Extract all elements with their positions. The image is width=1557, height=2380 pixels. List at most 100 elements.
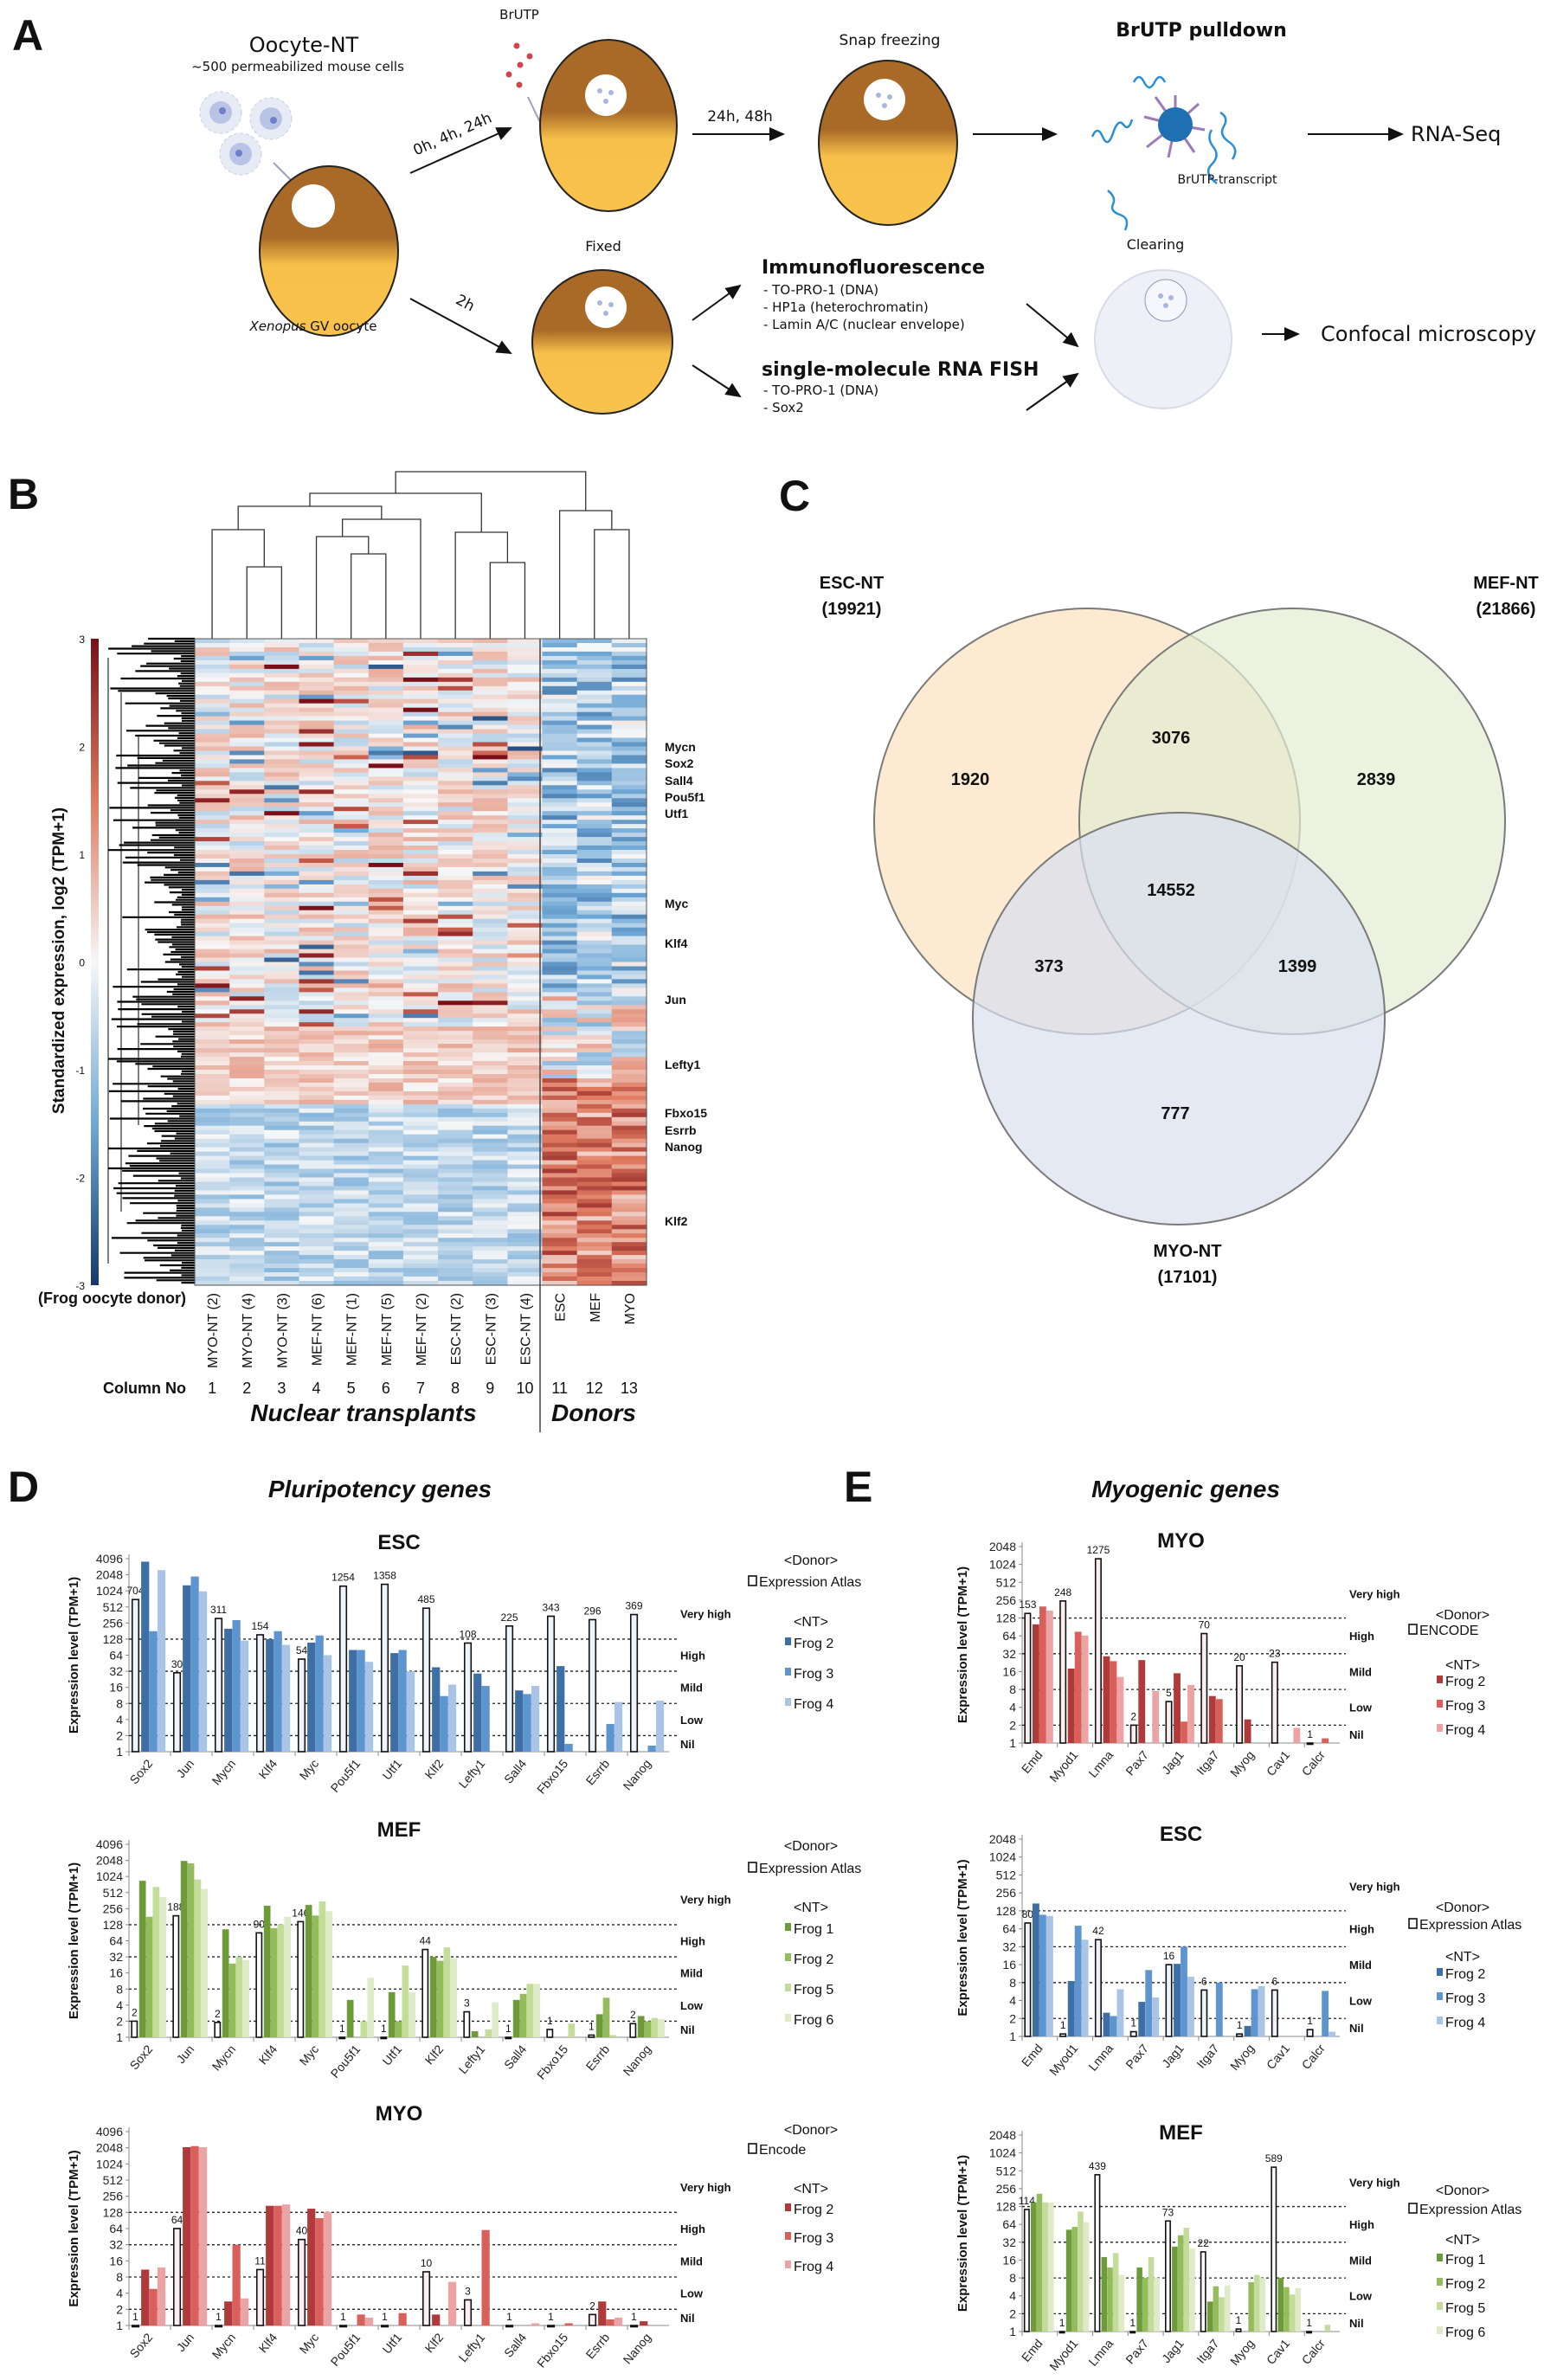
- heatmap-cell: [264, 962, 300, 968]
- heatmap-cell: [229, 979, 265, 984]
- heatmap-cell: [402, 698, 439, 704]
- nt-bar-frog-5: [402, 1965, 409, 2037]
- heatmap-cell: [507, 1177, 544, 1183]
- heatmap-cell: [576, 1168, 613, 1174]
- nt-bar-frog-1: [222, 1929, 229, 2037]
- nt-bar-frog-1: [1101, 2256, 1108, 2332]
- heatmap-cell: [264, 1264, 300, 1269]
- heatmap-cell: [542, 1048, 578, 1053]
- donor-bar: [1236, 2033, 1244, 2037]
- heatmap-cell: [576, 1242, 613, 1247]
- donor-data-label: 20: [1233, 1651, 1245, 1663]
- heatmap-cell: [507, 1022, 544, 1027]
- heatmap-cell: [542, 1181, 578, 1187]
- legend-series-name: Frog 1: [794, 1922, 833, 1937]
- heatmap-cell: [473, 1031, 508, 1036]
- heatmap-cell: [507, 724, 544, 730]
- heatmap-cell: [542, 643, 578, 648]
- heatmap-cell: [438, 643, 473, 648]
- heatmap-cell: [195, 1238, 230, 1243]
- heatmap-cell: [542, 1057, 578, 1062]
- heatmap-cell: [438, 1035, 473, 1040]
- heatmap-cell: [195, 866, 230, 872]
- heatmap-cell: [542, 983, 578, 988]
- oocyte-icon: [259, 165, 399, 337]
- heatmap-cell: [611, 672, 647, 679]
- donor-data-label: 369: [626, 1600, 643, 1612]
- heatmap-cell: [229, 1095, 265, 1101]
- heatmap-cell: [402, 1142, 439, 1148]
- y-tick-label: 4: [1009, 1701, 1016, 1714]
- nt-bar-frog-3: [481, 1686, 490, 1752]
- x-tick-label: Myod1: [1046, 2041, 1080, 2078]
- legend-swatch: [1437, 1968, 1443, 1976]
- heatmap-cell: [195, 729, 230, 735]
- heatmap-cell: [229, 918, 265, 924]
- heatmap-cell: [507, 1044, 544, 1049]
- heatmap-cell: [195, 672, 230, 679]
- heatmap-cell: [264, 1129, 300, 1135]
- legend-swatch: [1408, 1918, 1418, 1929]
- legend-donor-header: <Donor>: [784, 1839, 838, 1854]
- heatmap-cell: [299, 970, 335, 976]
- heatmap-cell: [507, 681, 544, 687]
- arrow-icon: [1026, 372, 1079, 411]
- heatmap-cell: [299, 1009, 335, 1014]
- heatmap-cell: [576, 1147, 613, 1153]
- heatmap-cell: [576, 846, 613, 851]
- heatmap-cell: [507, 1281, 544, 1286]
- heatmap-cell: [229, 879, 265, 885]
- venn-esc-total: (19921): [822, 600, 882, 619]
- heatmap-cell: [264, 1044, 300, 1049]
- y-tick-label: 128: [996, 1611, 1017, 1625]
- heatmap-cell: [299, 1044, 335, 1049]
- heatmap-cell: [402, 1186, 439, 1192]
- heatmap-cell: [299, 953, 335, 959]
- heatmap-cell: [402, 962, 439, 968]
- level-label: Very high: [1349, 1881, 1400, 1894]
- donor-data-label: 188: [167, 1901, 184, 1914]
- heatmap-cell: [299, 1155, 335, 1161]
- heatmap-cell: [333, 798, 370, 803]
- heatmap-cell: [576, 871, 613, 877]
- heatmap-cell: [402, 1259, 439, 1264]
- heatmap-cell: [507, 901, 544, 907]
- nt-bar-frog-3: [149, 2288, 158, 2325]
- heatmap-cell: [264, 746, 300, 752]
- heatmap-cell: [299, 742, 335, 748]
- heatmap-cell: [368, 659, 404, 666]
- heatmap-cell: [402, 720, 439, 726]
- heatmap-cell: [611, 698, 647, 704]
- heatmap-cell: [402, 987, 439, 993]
- heatmap-cell: [473, 750, 508, 756]
- heatmap-cell: [264, 854, 300, 859]
- heatmap-cell: [368, 949, 404, 955]
- heatmap-cell: [473, 685, 508, 691]
- heatmap-cell: [333, 1108, 370, 1114]
- donor-bar: [505, 1624, 514, 1753]
- heatmap-cell: [438, 655, 473, 661]
- heatmap-cell: [611, 737, 647, 743]
- heatmap-cell: [473, 875, 508, 881]
- heatmap-cell: [438, 949, 473, 955]
- x-tick-label: Utf1: [380, 1756, 405, 1782]
- heatmap-cell: [229, 1164, 265, 1170]
- heatmap-cell: [195, 733, 230, 739]
- heatmap-cell: [368, 1013, 404, 1019]
- heatmap-cell: [611, 681, 647, 687]
- heatmap-cell: [576, 1121, 613, 1127]
- x-tick-label: Nanog: [621, 2042, 654, 2079]
- y-tick-label: 128: [996, 1904, 1017, 1918]
- heatmap-cell: [402, 871, 439, 877]
- heatmap-cell: [438, 833, 473, 838]
- heatmap-cell: [576, 781, 613, 786]
- venn-mef-only: 2839: [1357, 770, 1396, 789]
- y-tick-label: 32: [1002, 2235, 1016, 2249]
- y-tick-label: 64: [109, 2222, 123, 2235]
- donor-data-label: 248: [1054, 1586, 1071, 1598]
- heatmap-cell: [402, 820, 439, 825]
- heatmap-cell: [611, 1203, 647, 1208]
- level-label: High: [680, 1935, 705, 1948]
